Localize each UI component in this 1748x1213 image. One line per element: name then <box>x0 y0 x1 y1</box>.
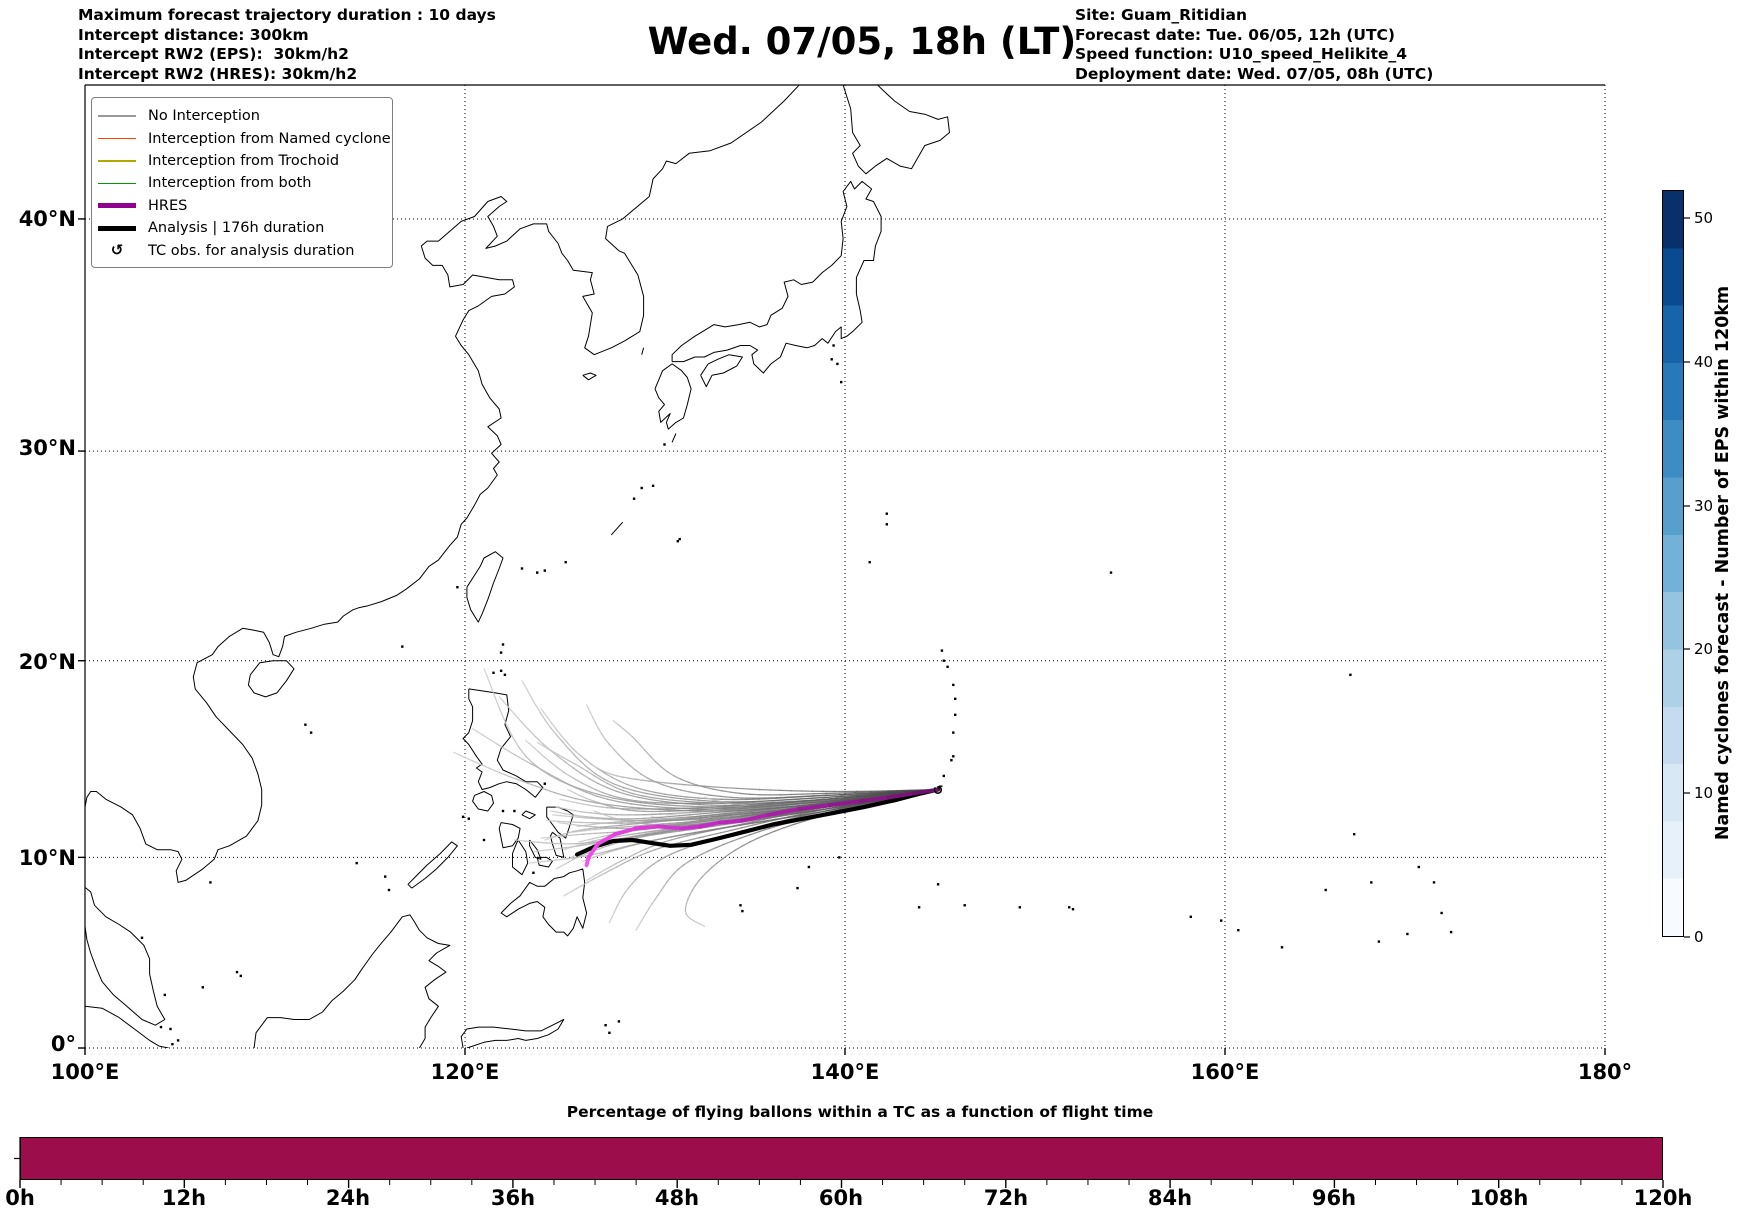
orange-line-sample <box>98 137 136 140</box>
gray-line-sample <box>98 115 136 117</box>
flight-time-chart-title: Percentage of flying ballons within a TC… <box>566 1103 1154 1121</box>
legend-item-named-cyclone: Interception from Named cyclone <box>92 127 392 149</box>
page-title: Wed. 07/05, 18h (LT) <box>647 20 1077 63</box>
x-tick-120e: 120°E <box>430 1060 500 1084</box>
colorbar-tick-40: 40 <box>1694 353 1714 371</box>
deployment-date-line: Deployment date: Wed. 07/05, 08h (UTC) <box>1075 64 1434 83</box>
cyclone-obs-icon: ↺ <box>110 241 124 260</box>
colorbar-tick-0: 0 <box>1694 928 1704 946</box>
x-tick-140e: 140°E <box>810 1060 880 1084</box>
colorbar-tick-20: 20 <box>1694 640 1714 658</box>
forecast-settings-text: Maximum forecast trajectory duration : 1… <box>78 6 496 84</box>
green-line-sample <box>98 182 136 185</box>
legend-item-tc-obs: ↺ TC obs. for analysis duration <box>92 239 392 261</box>
legend-item-no-interception: No Interception <box>92 105 392 127</box>
b-tick-24h: 24h <box>325 1186 371 1210</box>
legend-item-both: Interception from both <box>92 172 392 194</box>
max-duration-line: Maximum forecast trajectory duration : 1… <box>78 6 496 24</box>
colorbar-tick-30: 30 <box>1694 497 1714 515</box>
purple-line-sample <box>98 203 136 209</box>
b-tick-0h: 0h <box>5 1186 35 1210</box>
b-tick-12h: 12h <box>161 1186 207 1210</box>
percentage-bar <box>20 1137 1663 1180</box>
b-tick-60h: 60h <box>818 1186 864 1210</box>
map-legend: No Interception Interception from Named … <box>91 97 393 268</box>
b-tick-108h: 108h <box>1469 1186 1529 1210</box>
colorbar-tick-50: 50 <box>1694 209 1714 227</box>
b-tick-36h: 36h <box>490 1186 536 1210</box>
legend-item-trochoid: Interception from Trochoid <box>92 150 392 172</box>
y-tick-10n: 10°N <box>18 846 76 870</box>
x-tick-180: 180° <box>1577 1060 1633 1084</box>
x-tick-160e: 160°E <box>1190 1060 1260 1084</box>
site-info-text: Site: Guam_Ritidian Forecast date: Tue. … <box>1075 6 1433 84</box>
b-tick-48h: 48h <box>654 1186 700 1210</box>
y-tick-20n: 20°N <box>18 650 76 674</box>
b-tick-120h: 120h <box>1633 1186 1693 1210</box>
svg-text:↺: ↺ <box>933 784 944 799</box>
black-line-sample <box>98 225 136 231</box>
y-tick-40n: 40°N <box>18 207 76 231</box>
site-line: Site: Guam_Ritidian <box>1075 6 1247 24</box>
olive-line-sample <box>98 160 136 162</box>
eps-count-colorbar <box>1662 190 1684 937</box>
intercept-distance-line: Intercept distance: 300km <box>78 25 309 44</box>
y-tick-30n: 30°N <box>18 436 76 460</box>
b-tick-84h: 84h <box>1147 1186 1193 1210</box>
colorbar-tick-10: 10 <box>1694 784 1714 802</box>
legend-item-analysis: Analysis | 176h duration <box>92 217 392 239</box>
b-tick-72h: 72h <box>983 1186 1029 1210</box>
x-tick-100e: 100°E <box>50 1060 120 1084</box>
intercept-rw2-hres-line: Intercept RW2 (HRES): 30km/h2 <box>78 64 358 83</box>
forecast-date-line: Forecast date: Tue. 06/05, 12h (UTC) <box>1075 25 1396 44</box>
colorbar-axis-label: Named cyclones forecast - Number of EPS … <box>1713 285 1733 841</box>
legend-item-hres: HRES <box>92 195 392 217</box>
intercept-rw2-eps-line: Intercept RW2 (EPS): 30km/h2 <box>78 45 349 63</box>
y-tick-0: 0° <box>50 1032 76 1056</box>
b-tick-96h: 96h <box>1311 1186 1357 1210</box>
speed-function-line: Speed function: U10_speed_Helikite_4 <box>1075 45 1408 63</box>
